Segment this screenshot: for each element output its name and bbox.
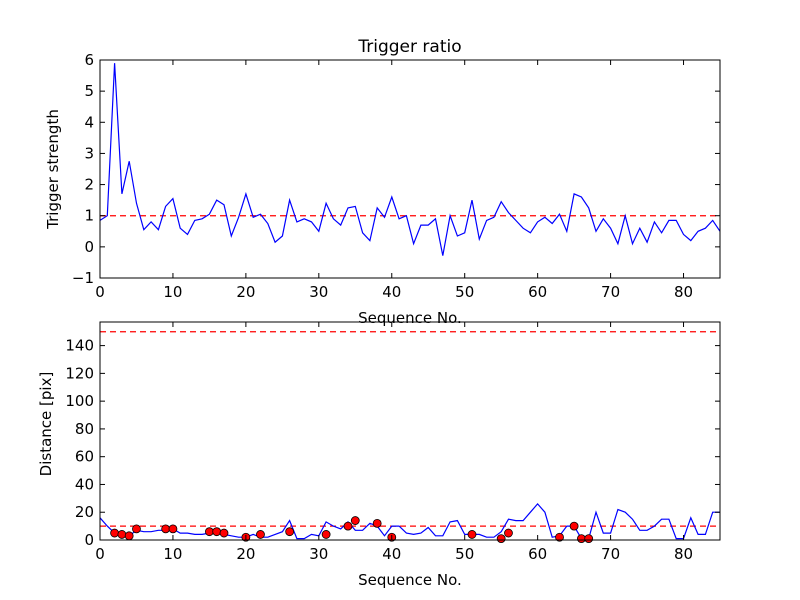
trigger-x-tick-label: 0 xyxy=(95,283,105,301)
distance-flagged-point xyxy=(372,518,382,528)
distance-x-axis-label: Sequence No. xyxy=(358,571,462,589)
distance-flagged-point xyxy=(117,530,127,539)
distance-flagged-point xyxy=(467,530,477,539)
distance-plot-area xyxy=(99,331,720,544)
trigger-x-tick-label: 20 xyxy=(236,283,255,301)
trigger-y-tick-label: 1 xyxy=(84,207,94,225)
trigger-x-tick-label: 50 xyxy=(455,283,474,301)
distance-flagged-point xyxy=(285,527,295,537)
distance-y-tick-label: 40 xyxy=(75,475,94,493)
distance-axes-frame xyxy=(99,321,721,541)
trigger-axes-frame xyxy=(99,59,721,279)
distance-x-tick-label: 40 xyxy=(382,545,401,563)
distance-flagged-point xyxy=(496,534,506,544)
distance-flagged-point xyxy=(132,524,141,534)
distance-flagged-point xyxy=(321,530,331,539)
distance-flagged-point xyxy=(110,528,119,538)
distance-x-tick-label: 60 xyxy=(528,545,547,563)
trigger-x-tick-label: 40 xyxy=(382,283,401,301)
distance-x-tick-label: 80 xyxy=(674,545,693,563)
trigger-x-tick-label: 30 xyxy=(309,283,328,301)
trigger-y-axis-label: Trigger strength xyxy=(44,109,62,230)
trigger-y-tick-label: 2 xyxy=(84,176,94,194)
distance-flagged-point xyxy=(555,532,564,542)
distance-y-axis-label: Distance [pix] xyxy=(37,372,55,477)
distance-y-tick-label: 20 xyxy=(75,503,94,521)
trigger-plot-area xyxy=(99,63,721,256)
distance-y-tick-label: 140 xyxy=(65,337,94,355)
distance-series-line xyxy=(99,502,720,540)
distance-flagged-point xyxy=(350,516,360,525)
distance-y-tick-label: 80 xyxy=(75,420,94,438)
trigger-chart-title: Trigger ratio xyxy=(357,37,461,57)
distance-flagged-point xyxy=(212,527,222,537)
trigger-y-tick-label: 4 xyxy=(84,113,94,131)
distance-x-tick-label: 70 xyxy=(601,545,620,563)
distance-flagged-point xyxy=(161,524,171,534)
distance-x-tick-label: 50 xyxy=(455,545,474,563)
trigger-y-tick-label: 3 xyxy=(84,144,94,162)
distance-x-tick-label: 10 xyxy=(163,545,182,563)
distance-x-tick-label: 20 xyxy=(236,545,255,563)
distance-flagged-point xyxy=(124,531,134,541)
distance-flagged-point xyxy=(168,524,178,534)
distance-x-tick-label: 30 xyxy=(309,545,328,563)
trigger-x-axis-label: Sequence No. xyxy=(358,309,462,327)
distance-flagged-point xyxy=(219,528,229,538)
distance-flagged-point xyxy=(504,528,513,538)
distance-flagged-point xyxy=(584,534,594,544)
distance-flagged-point xyxy=(256,530,265,539)
distance-x-tick-label: 0 xyxy=(95,545,105,563)
trigger-series-line xyxy=(99,63,721,256)
distance-y-tick-label: 60 xyxy=(75,448,94,466)
trigger-y-tick-label: −1 xyxy=(72,269,94,287)
distance-chart: 0 10 20 30 40 50 60 70 80 0 20 40 60 80 100 120 140 Sequ… xyxy=(37,321,721,589)
distance-flagged-point xyxy=(343,521,353,531)
trigger-x-tick-label: 70 xyxy=(601,283,620,301)
distance-y-tick-label: 0 xyxy=(84,531,94,549)
distance-y-tick-label: 100 xyxy=(65,392,94,410)
distance-y-tick-label: 120 xyxy=(65,364,94,382)
distance-flagged-point xyxy=(577,534,586,544)
trigger-x-tick-label: 80 xyxy=(674,283,693,301)
trigger-x-tick-label: 60 xyxy=(528,283,547,301)
distance-flagged-point xyxy=(569,521,579,531)
distance-flagged-point xyxy=(205,527,214,537)
trigger-x-tick-label: 10 xyxy=(163,283,182,301)
trigger-y-tick-label: 0 xyxy=(84,238,94,256)
trigger-y-tick-label: 6 xyxy=(84,51,94,69)
trigger-ratio-chart: Trigger ratio 0 10 20 30 40 50 60 70 80−10123456… xyxy=(44,37,721,327)
distance-axis-ticks: 0 10 20 30 40 50 60 70 80 0 20 40 60 80 100 120 140 xyxy=(65,322,720,563)
trigger-y-tick-label: 5 xyxy=(84,82,94,100)
